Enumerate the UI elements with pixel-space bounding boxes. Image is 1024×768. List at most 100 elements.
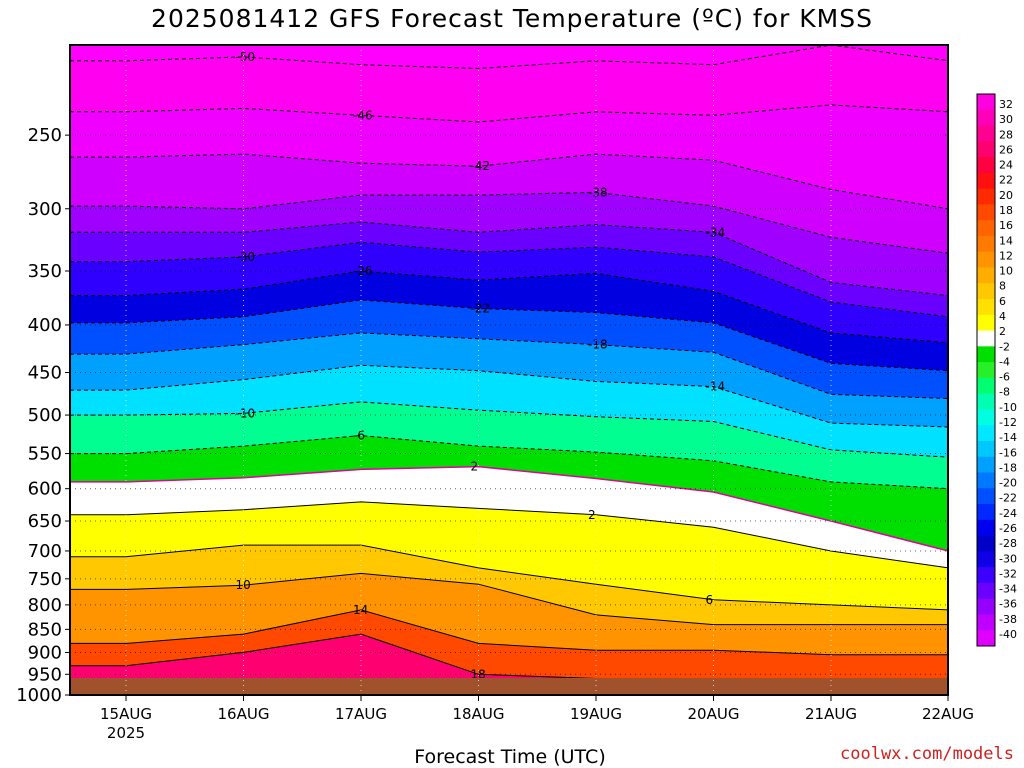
- y-tick-label: 1000: [16, 685, 62, 706]
- contour-label: 2: [471, 460, 479, 474]
- colorbar-label: -26: [999, 522, 1017, 535]
- colorbar-border: [976, 93, 996, 647]
- colorbar-swatch: [977, 472, 995, 489]
- colorbar-label: -24: [999, 507, 1017, 520]
- y-tick-label: 450: [28, 363, 62, 384]
- colorbar-swatch: [977, 125, 995, 142]
- colorbar-label: -4: [999, 355, 1010, 368]
- colorbar-swatch: [977, 94, 995, 111]
- contour-label: -38: [588, 185, 608, 199]
- colorbar-swatch: [977, 488, 995, 505]
- y-tick-label: 400: [28, 315, 62, 336]
- isotherm-line: [70, 104, 949, 123]
- temperature-band: [70, 222, 949, 317]
- colorbar-swatch: [977, 267, 995, 284]
- y-axis: 2503003504004505005506006507007508008509…: [16, 125, 70, 706]
- colorbar-label: -38: [999, 613, 1017, 626]
- colorbar-swatch: [977, 630, 995, 647]
- x-axis-label: Forecast Time (UTC): [414, 746, 606, 768]
- colorbar-swatch: [977, 519, 995, 537]
- colorbar-label: -16: [999, 446, 1017, 459]
- colorbar-swatch: [977, 188, 995, 205]
- colorbar-label: 24: [999, 159, 1013, 172]
- colorbar-label: -22: [999, 492, 1017, 505]
- colorbar-swatch: [977, 504, 995, 521]
- colorbar-swatch: [977, 220, 995, 237]
- temperature-band: [70, 401, 949, 489]
- y-tick-label: 700: [28, 541, 62, 562]
- temperature-band: [70, 192, 949, 296]
- colorbar-swatch: [977, 109, 995, 127]
- ground-strip: [70, 678, 948, 695]
- x-tick-label: 17AUG: [335, 705, 387, 723]
- y-tick-label: 650: [28, 511, 62, 532]
- isotherm-line: [70, 434, 949, 490]
- temperature-band: [70, 365, 949, 458]
- isotherm-line: [70, 299, 949, 372]
- isotherm-line: [70, 332, 949, 400]
- colorbar-label: -18: [999, 461, 1017, 474]
- colorbar-label: -6: [999, 371, 1010, 384]
- colorbar-swatch: [977, 251, 995, 268]
- contour-label: -30: [236, 250, 256, 264]
- temperature-band: [70, 466, 949, 568]
- colorbar-swatch: [977, 204, 995, 221]
- colorbar-label: -32: [999, 567, 1017, 580]
- x-tick-label: 19AUG: [570, 705, 622, 723]
- colorbar-label: 16: [999, 219, 1013, 232]
- isotherm-line: [70, 544, 949, 611]
- y-tick-label: 600: [28, 479, 62, 500]
- colorbar-label: 26: [999, 143, 1013, 156]
- colorbar-label: 6: [999, 295, 1006, 308]
- isotherm-line: [70, 364, 949, 428]
- colorbar-label: 14: [999, 234, 1013, 247]
- x-tick-label: 21AUG: [805, 705, 857, 723]
- y-tick-label: 550: [28, 444, 62, 465]
- y-tick-label: 950: [28, 664, 62, 685]
- isotherm-line: [70, 221, 949, 297]
- colorbar-label: 22: [999, 174, 1013, 187]
- colorbar: 32 30 28 26 24 22 20 18 16 14 12 10 8 6 4 2 -2 -4 -6 -8 -10 -…: [976, 93, 1017, 647]
- temperature-band: [70, 242, 949, 343]
- ground-layer: [70, 678, 948, 695]
- x-tick-label: 22AUG: [922, 705, 974, 723]
- isotherm-line: [70, 270, 949, 344]
- temperature-bands: [70, 45, 949, 695]
- temperature-band: [70, 45, 949, 69]
- colorbar-label: 20: [999, 189, 1013, 202]
- isotherm-contours: -50-46-42-38-34-30-26-22-18-14-10-622610…: [70, 44, 949, 681]
- colorbar-swatch: [977, 582, 995, 600]
- y-tick-label: 500: [28, 405, 62, 426]
- colorbar-swatch: [977, 299, 995, 316]
- colorbar-swatch: [977, 362, 995, 379]
- colorbar-swatch: [977, 172, 995, 190]
- colorbar-label: -30: [999, 552, 1017, 565]
- colorbar-label: -20: [999, 477, 1017, 490]
- colorbar-label: 32: [999, 98, 1013, 111]
- colorbar-swatch: [977, 393, 995, 410]
- colorbar-swatch: [977, 377, 995, 395]
- isotherm-line: [70, 401, 949, 458]
- colorbar-label: 8: [999, 280, 1006, 293]
- colorbar-label: -12: [999, 416, 1017, 429]
- temperature-band: [70, 545, 949, 625]
- temperature-band: [70, 435, 949, 551]
- contour-label: -10: [236, 406, 256, 420]
- colorbar-label: -36: [999, 598, 1017, 611]
- colorbar-swatch: [977, 235, 995, 253]
- plot-frame: [69, 44, 949, 696]
- temperature-band: [70, 300, 949, 399]
- colorbar-swatch: [977, 141, 995, 158]
- isotherm-line: [70, 572, 949, 626]
- contour-label: -50: [236, 50, 256, 64]
- colorbar-label: 18: [999, 204, 1013, 217]
- isotherm-line: [70, 191, 949, 254]
- colorbar-swatch: [977, 330, 995, 347]
- colorbar-swatch: [977, 440, 995, 458]
- temperature-band: [70, 154, 949, 254]
- contour-label: -42: [471, 159, 491, 173]
- contour-label: -26: [353, 264, 373, 278]
- credit-link[interactable]: coolwx.com/models: [840, 744, 1014, 764]
- isotherm-line: [70, 44, 949, 70]
